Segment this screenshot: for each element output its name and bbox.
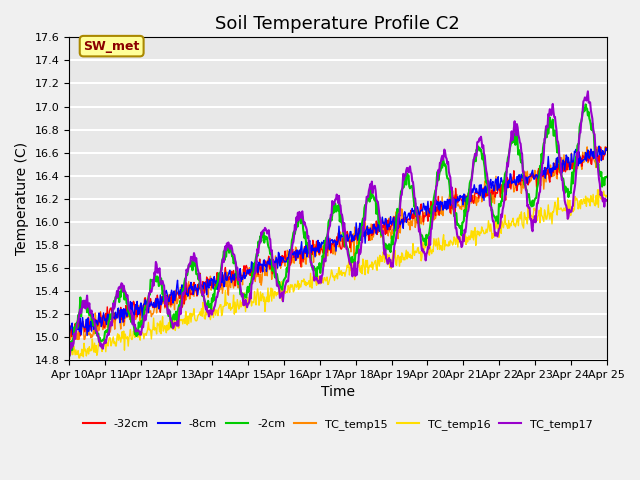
TC_temp17 (185, 263, 193, 268)
Legend: -32cm, -8cm, -2cm, TC_temp15, TC_temp16, TC_temp17: -32cm, -8cm, -2cm, TC_temp15, TC_temp16,… (78, 414, 598, 434)
TC_temp15 (65, 333, 73, 338)
TC_temp16 (603, 192, 611, 198)
-2cm (419, 235, 426, 241)
X-axis label: Time: Time (321, 385, 355, 399)
TC_temp15 (420, 222, 428, 228)
Line: -2cm: -2cm (69, 105, 607, 357)
TC_temp15 (186, 296, 193, 302)
TC_temp15 (583, 144, 591, 150)
TC_temp16 (131, 335, 139, 340)
-32cm (131, 309, 139, 315)
-2cm (603, 174, 611, 180)
-32cm (214, 284, 221, 290)
TC_temp17 (75, 313, 83, 319)
-2cm (582, 102, 589, 108)
-8cm (403, 215, 411, 221)
-8cm (75, 324, 83, 330)
-2cm (185, 263, 193, 268)
TC_temp17 (213, 294, 221, 300)
TC_temp17 (584, 88, 592, 94)
-32cm (65, 325, 73, 331)
-8cm (185, 286, 193, 292)
-32cm (76, 323, 83, 328)
Text: SW_met: SW_met (83, 40, 140, 53)
Line: TC_temp15: TC_temp15 (69, 147, 607, 339)
TC_temp17 (603, 198, 611, 204)
-8cm (603, 147, 611, 153)
-32cm (186, 282, 193, 288)
TC_temp16 (75, 355, 83, 361)
TC_temp16 (76, 355, 83, 361)
Line: -8cm: -8cm (69, 146, 607, 336)
-8cm (65, 334, 73, 339)
TC_temp16 (420, 239, 428, 245)
Title: Soil Temperature Profile C2: Soil Temperature Profile C2 (216, 15, 460, 33)
-8cm (419, 207, 426, 213)
Line: -32cm: -32cm (69, 147, 607, 336)
TC_temp17 (403, 165, 411, 171)
TC_temp15 (603, 145, 611, 151)
-32cm (404, 216, 412, 222)
-2cm (131, 325, 138, 331)
TC_temp16 (404, 249, 412, 255)
-2cm (213, 281, 221, 287)
TC_temp16 (65, 349, 73, 355)
-8cm (595, 143, 603, 149)
-32cm (603, 147, 611, 153)
TC_temp15 (131, 304, 139, 310)
TC_temp17 (419, 246, 426, 252)
TC_temp15 (214, 282, 221, 288)
TC_temp15 (66, 336, 74, 342)
TC_temp16 (595, 187, 603, 192)
TC_temp15 (76, 325, 83, 331)
-8cm (213, 287, 221, 292)
TC_temp17 (131, 323, 138, 329)
TC_temp16 (186, 312, 193, 318)
Y-axis label: Temperature (C): Temperature (C) (15, 142, 29, 255)
TC_temp17 (65, 353, 73, 359)
-32cm (68, 334, 76, 339)
-32cm (420, 219, 428, 225)
-2cm (65, 354, 73, 360)
Line: TC_temp16: TC_temp16 (69, 190, 607, 358)
-2cm (75, 312, 83, 318)
TC_temp16 (214, 313, 221, 319)
-32cm (596, 144, 604, 150)
Line: TC_temp17: TC_temp17 (69, 91, 607, 356)
-8cm (131, 312, 138, 318)
TC_temp15 (404, 218, 412, 224)
-2cm (403, 170, 411, 176)
